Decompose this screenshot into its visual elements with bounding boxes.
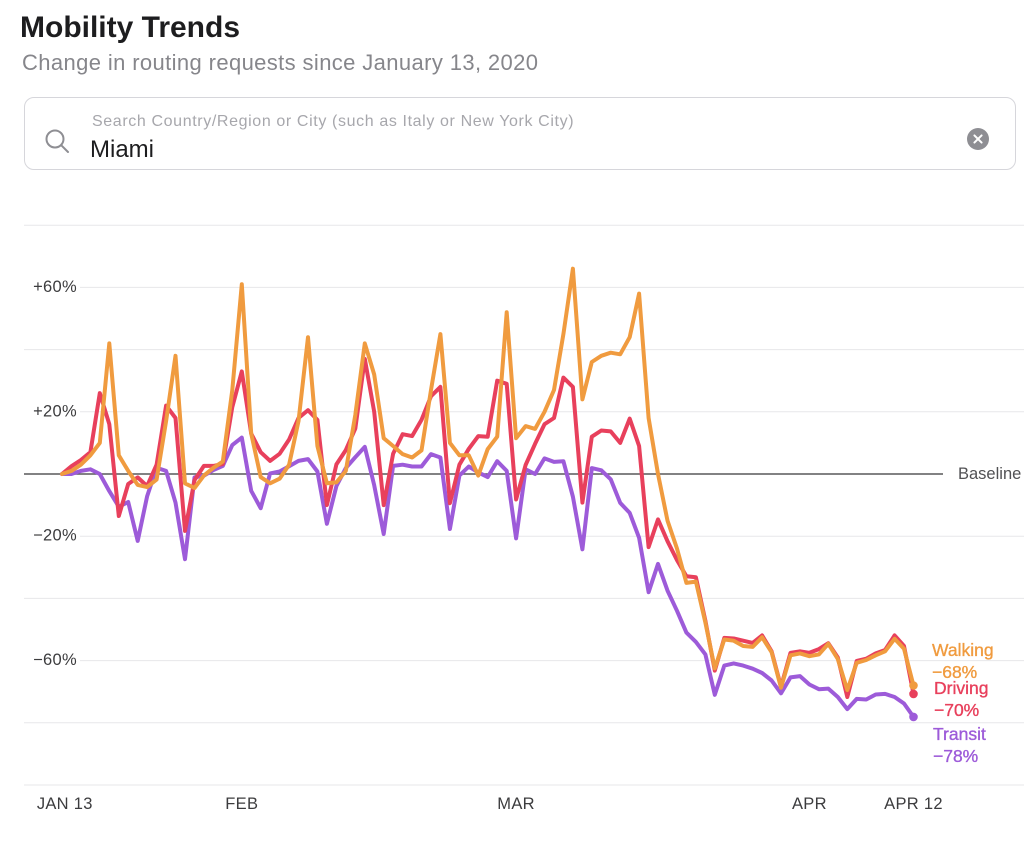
svg-text:−20%: −20% [33,527,77,545]
svg-text:+20%: +20% [33,402,77,420]
svg-text:MAR: MAR [497,795,535,813]
svg-text:JAN 13: JAN 13 [37,795,93,813]
svg-text:+60%: +60% [33,278,77,296]
svg-text:APR: APR [792,795,827,813]
svg-text:Baseline: Baseline [958,465,1021,483]
svg-text:−60%: −60% [33,651,77,669]
svg-text:FEB: FEB [225,795,258,813]
svg-text:APR 12: APR 12 [884,795,943,813]
